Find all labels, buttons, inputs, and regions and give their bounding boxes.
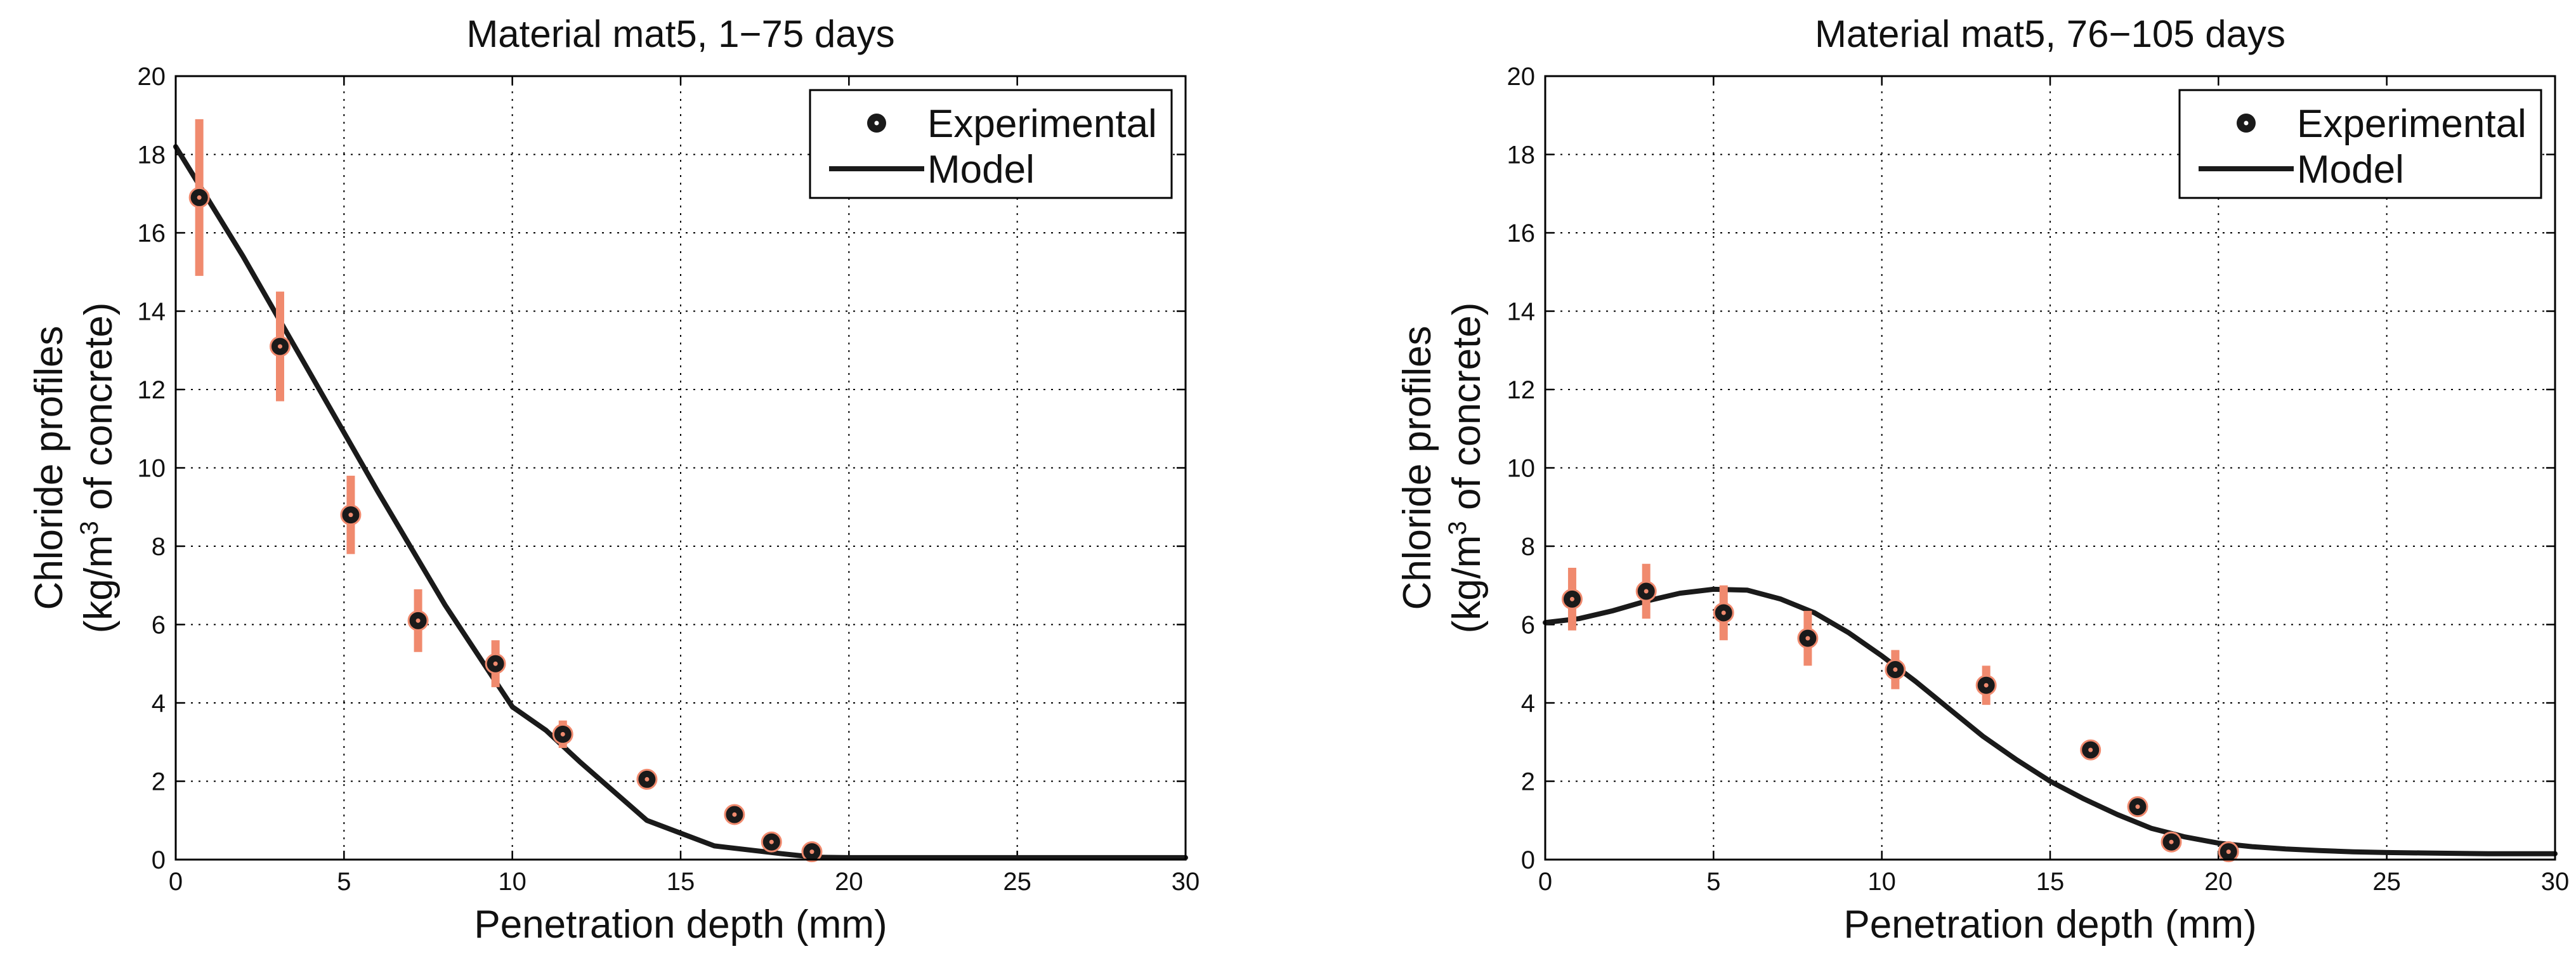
y-tick-label: 10 bbox=[138, 455, 166, 483]
data-point-center bbox=[2135, 804, 2140, 809]
y-tick-label: 10 bbox=[1507, 455, 1536, 483]
y-axis-label-prefix: (kg/m bbox=[1445, 535, 1489, 633]
data-point-center bbox=[415, 618, 421, 623]
y-tick-label: 6 bbox=[1521, 612, 1535, 639]
gridlines bbox=[176, 76, 1186, 860]
y-tick-label: 4 bbox=[1521, 690, 1535, 717]
y-axis-label-line2: (kg/m3 of concrete) bbox=[1444, 303, 1489, 634]
legend-label-experimental: Experimental bbox=[2297, 102, 2527, 146]
x-tick-label: 0 bbox=[1538, 868, 1552, 896]
y-tick-label: 20 bbox=[138, 63, 166, 91]
model-line bbox=[1543, 586, 2558, 856]
legend-label-model: Model bbox=[927, 148, 1035, 192]
data-point-center bbox=[644, 776, 650, 782]
x-tick-label: 30 bbox=[2541, 868, 2570, 896]
x-tick-label: 0 bbox=[169, 868, 183, 896]
y-tick-label: 16 bbox=[1507, 219, 1536, 247]
y-tick-label: 20 bbox=[1507, 63, 1536, 91]
y-tick-label: 18 bbox=[1507, 141, 1536, 169]
y-tick-label: 14 bbox=[1507, 298, 1536, 326]
legend-marker-center bbox=[874, 121, 879, 126]
x-tick-label: 10 bbox=[1867, 868, 1896, 896]
model-line bbox=[173, 144, 1188, 860]
chart-title: Material mat5, 76−105 days bbox=[1815, 13, 2285, 55]
chart-title: Material mat5, 1−75 days bbox=[466, 13, 894, 55]
y-tick-label: 12 bbox=[138, 376, 166, 404]
data-point-center bbox=[732, 812, 737, 817]
y-axis-label-line2: (kg/m3 of concrete) bbox=[75, 303, 121, 634]
y-axis-label-suffix: of concrete) bbox=[1445, 303, 1489, 521]
y-tick-label: 12 bbox=[1507, 376, 1536, 404]
y-tick-label: 14 bbox=[138, 298, 166, 326]
y-tick-label: 2 bbox=[1521, 768, 1535, 796]
y-tick-label: 18 bbox=[138, 141, 166, 169]
data-point-center bbox=[2226, 849, 2231, 855]
data-point-center bbox=[769, 839, 774, 844]
experimental-series bbox=[1561, 563, 2239, 863]
y-tick-label: 8 bbox=[1521, 533, 1535, 561]
y-tick-label: 0 bbox=[152, 846, 166, 874]
data-point-center bbox=[2088, 747, 2093, 752]
x-tick-label: 10 bbox=[498, 868, 526, 896]
y-tick-label: 8 bbox=[152, 533, 166, 561]
data-point-center bbox=[2169, 839, 2174, 844]
experimental-series bbox=[188, 119, 823, 863]
x-tick-label: 25 bbox=[2372, 868, 2401, 896]
chart-panel-2: 0 5 10 15 20 25 30 0 2 4 6 8 10 12 14 16 18 20 Material ma… bbox=[1396, 13, 2569, 947]
x-tick-label: 30 bbox=[1172, 868, 1200, 896]
legend-label-model: Model bbox=[2297, 148, 2404, 192]
legend-box bbox=[2178, 89, 2542, 199]
legend-marker-center bbox=[2244, 121, 2249, 126]
y-axis-label-prefix: (kg/m bbox=[77, 535, 121, 633]
x-tick-label: 5 bbox=[337, 868, 351, 896]
y-tick-label: 2 bbox=[152, 768, 166, 796]
data-point-center bbox=[560, 731, 565, 737]
x-tick-label: 15 bbox=[2036, 868, 2065, 896]
axes-box bbox=[1544, 75, 2556, 861]
y-axis-label-superscript: 3 bbox=[75, 521, 103, 535]
x-tick-label: 5 bbox=[1706, 868, 1720, 896]
y-tick-label: 0 bbox=[1521, 846, 1535, 874]
data-point-center bbox=[278, 344, 283, 349]
x-axis-label: Penetration depth (mm) bbox=[474, 903, 887, 947]
y-axis-label-superscript: 3 bbox=[1444, 521, 1472, 535]
y-axis-label-suffix: of concrete) bbox=[77, 303, 121, 521]
data-point-center bbox=[1805, 636, 1810, 641]
legend-label-experimental: Experimental bbox=[927, 102, 1157, 146]
y-axis-label-line1: Chloride profiles bbox=[1396, 326, 1439, 610]
data-point-center bbox=[1893, 667, 1898, 672]
legend-box bbox=[809, 89, 1173, 199]
axes-box bbox=[174, 75, 1187, 861]
y-tick-label: 16 bbox=[138, 219, 166, 247]
data-point-center bbox=[493, 661, 498, 666]
x-tick-label: 15 bbox=[667, 868, 695, 896]
data-point-center bbox=[1984, 683, 1989, 688]
x-tick-label: 25 bbox=[1003, 868, 1031, 896]
y-tick-label: 6 bbox=[152, 612, 166, 639]
y-axis-label-line1: Chloride profiles bbox=[27, 326, 71, 610]
data-point-center bbox=[809, 849, 814, 855]
x-tick-label: 20 bbox=[835, 868, 863, 896]
data-point-center bbox=[348, 513, 353, 518]
data-point-center bbox=[197, 195, 202, 200]
data-point-center bbox=[1644, 589, 1649, 594]
x-axis-label: Penetration depth (mm) bbox=[1843, 903, 2256, 947]
data-point-center bbox=[1721, 610, 1726, 615]
data-point-center bbox=[1569, 596, 1574, 601]
x-tick-label: 20 bbox=[2204, 868, 2233, 896]
gridlines bbox=[1545, 76, 2555, 860]
chart-panel-1: 0 5 10 15 20 25 30 0 2 4 6 8 10 12 14 16 18 20 Material ma… bbox=[27, 13, 1200, 947]
y-tick-label: 4 bbox=[152, 690, 166, 717]
